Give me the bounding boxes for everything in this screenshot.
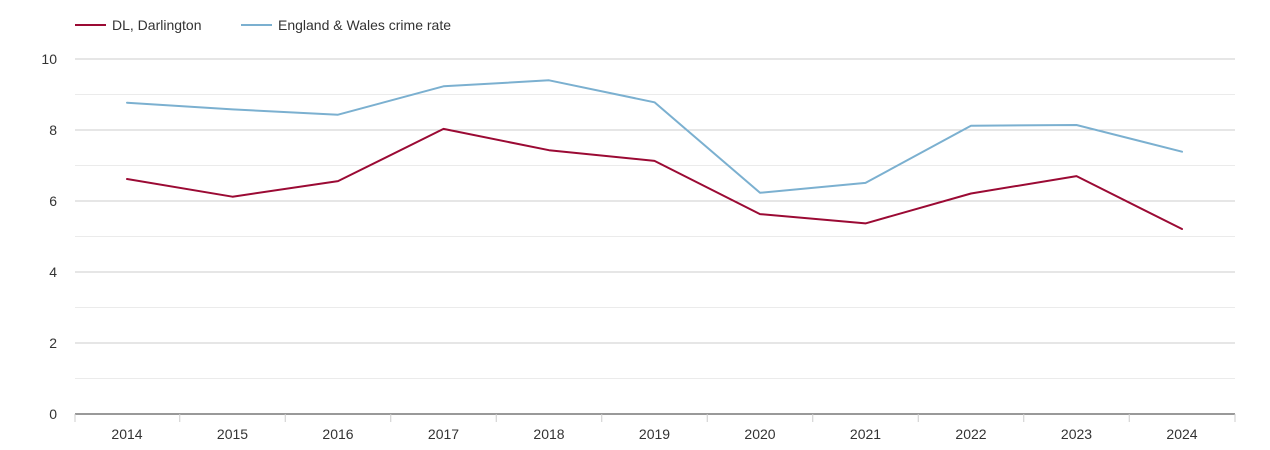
x-axis: 2014 2015 2016 2017 2018 2019 2020 2021 2022 2023…	[74, 413, 1236, 442]
legend-entry-england-wales[interactable]: England & Wales crime rate	[241, 17, 451, 33]
x-tick-label: 2019	[639, 426, 670, 442]
y-tick-label: 0	[49, 406, 57, 422]
legend: DL, Darlington England & Wales crime rat…	[75, 17, 451, 33]
legend-label-darlington: DL, Darlington	[112, 17, 202, 33]
y-tick-label: 8	[49, 122, 57, 138]
legend-entry-darlington[interactable]: DL, Darlington	[75, 17, 202, 33]
y-tick-label: 6	[49, 193, 57, 209]
series-line-darlington[interactable]	[126, 127, 1183, 230]
y-tick-label: 10	[41, 51, 57, 67]
y-axis: 0 2 4 6 8 10	[41, 51, 57, 422]
y-tick-label: 2	[49, 335, 57, 351]
legend-label-england-wales: England & Wales crime rate	[278, 17, 451, 33]
x-tick-label: 2016	[322, 426, 353, 442]
x-tick-label: 2020	[744, 426, 775, 442]
y-tick-label: 4	[49, 264, 57, 280]
x-tick-label: 2022	[955, 426, 986, 442]
x-tick-label: 2015	[217, 426, 248, 442]
series-group	[126, 79, 1183, 230]
series-line-england-wales[interactable]	[126, 79, 1183, 194]
grid	[75, 58, 1235, 379]
x-tick-label: 2023	[1061, 426, 1092, 442]
x-tick-label: 2014	[111, 426, 142, 442]
x-tick-label: 2018	[533, 426, 564, 442]
x-tick-label: 2021	[850, 426, 881, 442]
x-tick-label: 2024	[1166, 426, 1197, 442]
x-tick-label: 2017	[428, 426, 459, 442]
